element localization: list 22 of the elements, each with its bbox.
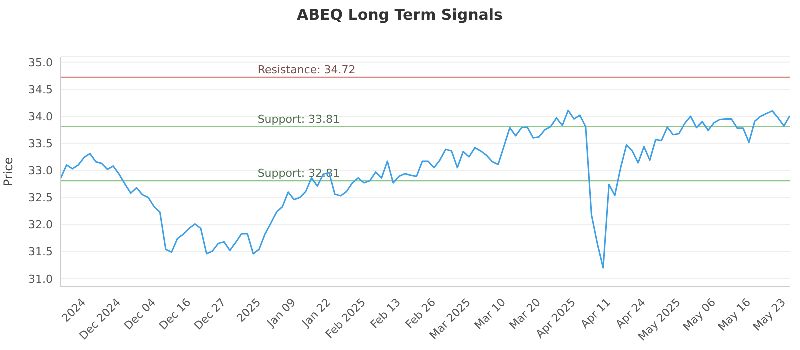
y-tick-label: 31.5: [28, 246, 53, 259]
ref-line-label: Resistance: 34.72: [258, 64, 356, 77]
y-tick-label: 34.5: [28, 83, 53, 96]
y-tick-label: 35.0: [28, 56, 53, 70]
x-tick-label: Dec 27: [192, 296, 229, 333]
y-tick-label: 32.5: [28, 192, 53, 205]
y-tick-label: 34.0: [28, 110, 53, 124]
y-tick-label: 31.0: [28, 272, 53, 286]
x-tick-label: Feb 13: [368, 296, 404, 332]
y-tick-label: 33.0: [28, 164, 53, 178]
chart-title: ABEQ Long Term Signals: [296, 6, 504, 24]
x-tick-label: Apr 11: [578, 296, 614, 332]
ref-line-label: Support: 33.81: [258, 112, 340, 126]
line-series: [60, 110, 791, 269]
y-tick-label: 32.0: [28, 218, 53, 232]
y-axis-title: Price: [1, 157, 16, 187]
y-tick-label: 33.5: [28, 137, 53, 150]
x-tick-label: Dec 16: [156, 296, 194, 333]
ref-line-label: Support: 32.81: [258, 166, 340, 180]
x-tick-label: Mar 10: [472, 296, 508, 332]
x-tick-label: Jan 09: [264, 296, 299, 330]
x-tick-label: Dec 04: [122, 296, 159, 333]
